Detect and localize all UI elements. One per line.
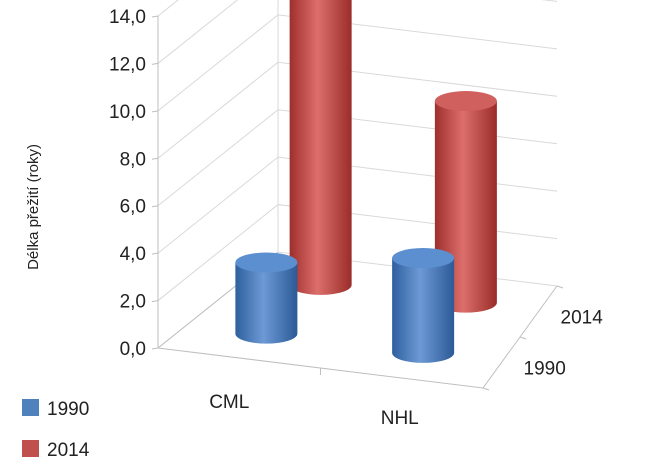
y-tick-label: 2,0 bbox=[120, 292, 146, 313]
depth-tick-mark bbox=[556, 285, 564, 289]
y-tick-mark bbox=[151, 300, 159, 303]
legend-label-2014: 2014 bbox=[47, 440, 90, 461]
legend: 1990 2014 bbox=[22, 399, 90, 461]
y-tick-label: 4,0 bbox=[120, 244, 146, 265]
y-tick-mark bbox=[151, 157, 159, 160]
y-tick-labels: 0,0 2,0 4,0 6,0 8,0 10,0 12,0 14,0 bbox=[109, 7, 146, 360]
legend-label-1990: 1990 bbox=[47, 399, 89, 420]
bar-body bbox=[289, 0, 352, 295]
bar-body bbox=[392, 258, 455, 363]
y-tick-mark bbox=[151, 15, 159, 18]
legend-swatch-1990 bbox=[22, 399, 39, 416]
depth-tick-mark bbox=[482, 387, 490, 391]
y-tick-label: 10,0 bbox=[109, 102, 146, 123]
y-tick-mark bbox=[151, 205, 159, 208]
gridline bbox=[157, 204, 558, 301]
bar-top bbox=[392, 248, 455, 269]
gridline bbox=[157, 156, 558, 254]
category-labels: CML NHL bbox=[209, 392, 419, 429]
y-tick-label: 12,0 bbox=[109, 54, 146, 75]
gridline bbox=[157, 109, 558, 207]
category-label: CML bbox=[209, 392, 249, 413]
y-tick-mark bbox=[151, 62, 159, 65]
chart-grid bbox=[157, 0, 558, 349]
gridline bbox=[157, 14, 558, 112]
y-axis-title: Délka přežití (roky) bbox=[25, 144, 42, 270]
floor-edge bbox=[156, 251, 558, 389]
gridline bbox=[157, 0, 558, 64]
y-tick-label: 0,0 bbox=[120, 339, 146, 360]
gridline bbox=[157, 61, 558, 159]
y-tick-mark bbox=[151, 110, 159, 113]
category-label: NHL bbox=[381, 408, 419, 429]
bar-NHL-1990 bbox=[392, 248, 455, 363]
depth-label: 2014 bbox=[561, 308, 604, 329]
bar-CML-2014 bbox=[289, 0, 352, 295]
gridline bbox=[157, 0, 179, 17]
depth-label: 1990 bbox=[524, 359, 566, 380]
depth-labels: 1990 2014 bbox=[524, 308, 604, 380]
depth-tick-mark bbox=[519, 336, 527, 340]
chart-axes bbox=[151, 15, 564, 391]
bar-CML-1990 bbox=[235, 252, 298, 344]
bar-top bbox=[235, 252, 298, 273]
y-tick-mark bbox=[151, 252, 159, 255]
bars bbox=[235, 0, 497, 363]
y-tick-label: 8,0 bbox=[120, 149, 146, 170]
y-tick-label: 6,0 bbox=[120, 197, 146, 218]
legend-swatch-2014 bbox=[22, 440, 39, 457]
bar-body bbox=[235, 262, 298, 344]
bar-top bbox=[434, 91, 497, 112]
y-tick-label: 14,0 bbox=[109, 7, 146, 28]
